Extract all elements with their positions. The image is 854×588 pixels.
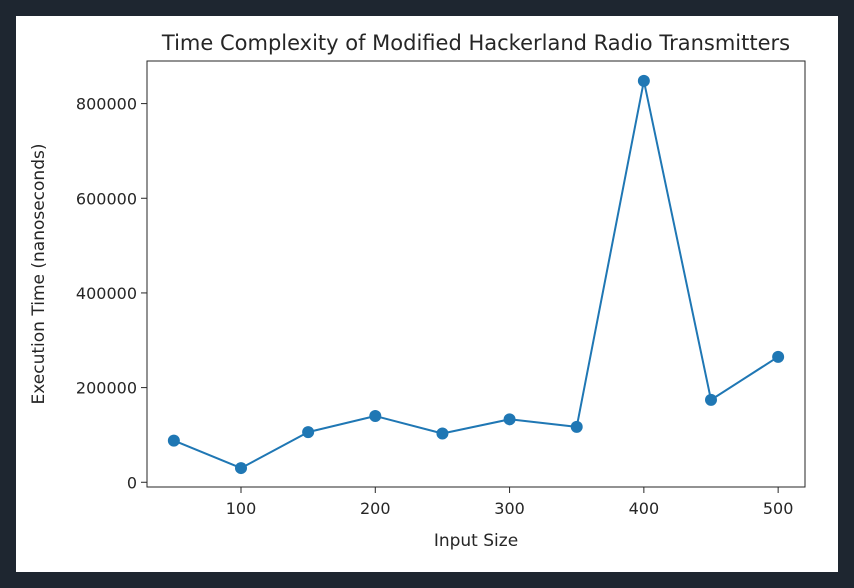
x-tick-label: 400 [629, 499, 660, 518]
x-axis: 100 200 300 400 500 [226, 487, 794, 518]
line-chart: Time Complexity of Modified Hackerland R… [29, 31, 806, 551]
x-tick-label: 300 [494, 499, 525, 518]
y-tick-label: 400000 [76, 284, 137, 303]
data-point [637, 74, 650, 87]
chart-title: Time Complexity of Modified Hackerland R… [161, 31, 790, 55]
data-point [235, 462, 247, 475]
y-tick-label: 200000 [76, 379, 137, 398]
figure-canvas: Time Complexity of Modified Hackerland R… [16, 16, 838, 572]
x-axis-title: Input Size [434, 531, 518, 551]
data-point [570, 420, 583, 433]
series-line [173, 79, 779, 470]
plot-area [146, 60, 806, 488]
y-tick-label: 0 [127, 473, 137, 492]
x-tick-label: 200 [360, 499, 391, 518]
data-point [436, 427, 449, 440]
y-axis: 0 200000 400000 600000 800000 [76, 95, 147, 492]
y-tick-label: 800000 [76, 95, 137, 114]
x-tick-label: 100 [226, 499, 257, 518]
data-point [503, 413, 516, 426]
y-axis-title: Execution Time (nanoseconds) [29, 144, 49, 405]
y-tick-label: 600000 [76, 189, 137, 208]
x-tick-label: 500 [763, 499, 794, 518]
data-point [369, 410, 382, 422]
data-point [302, 426, 315, 439]
series-layer [167, 74, 785, 475]
data-point [772, 350, 785, 363]
data-point [705, 393, 717, 406]
data-point [167, 434, 180, 447]
